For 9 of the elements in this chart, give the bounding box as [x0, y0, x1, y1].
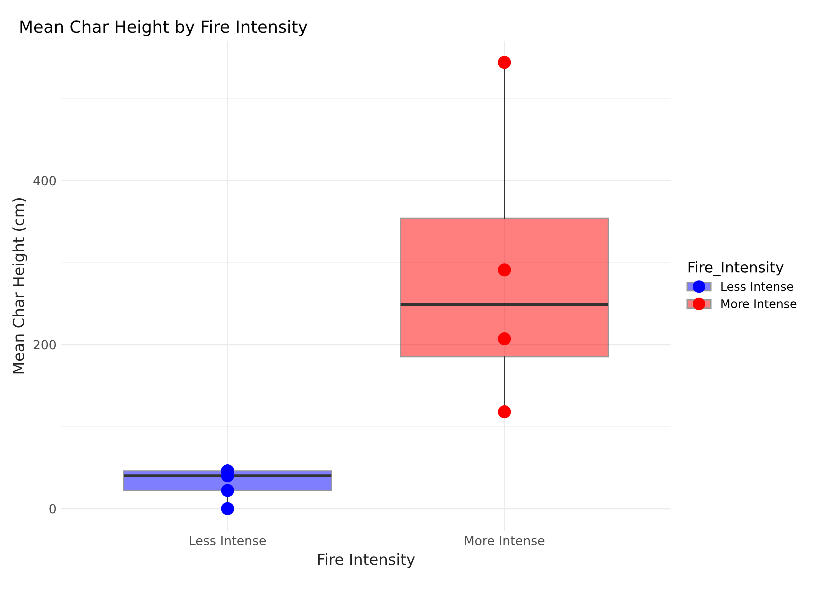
legend-label: More Intense: [722, 300, 797, 308]
legend-label: Less Intense: [722, 282, 794, 292]
legend-title: Fire_Intensity: [688, 262, 784, 276]
chart-title: Mean Char Height by Fire Intensity: [20, 20, 308, 36]
y-axis-title: Mean Char Height (cm): [12, 198, 28, 374]
y-tick-label: 200: [34, 340, 56, 350]
y-tick-label: 0: [50, 504, 56, 514]
x-axis-title: Fire Intensity: [318, 554, 416, 568]
y-tick-label: 400: [34, 176, 56, 186]
